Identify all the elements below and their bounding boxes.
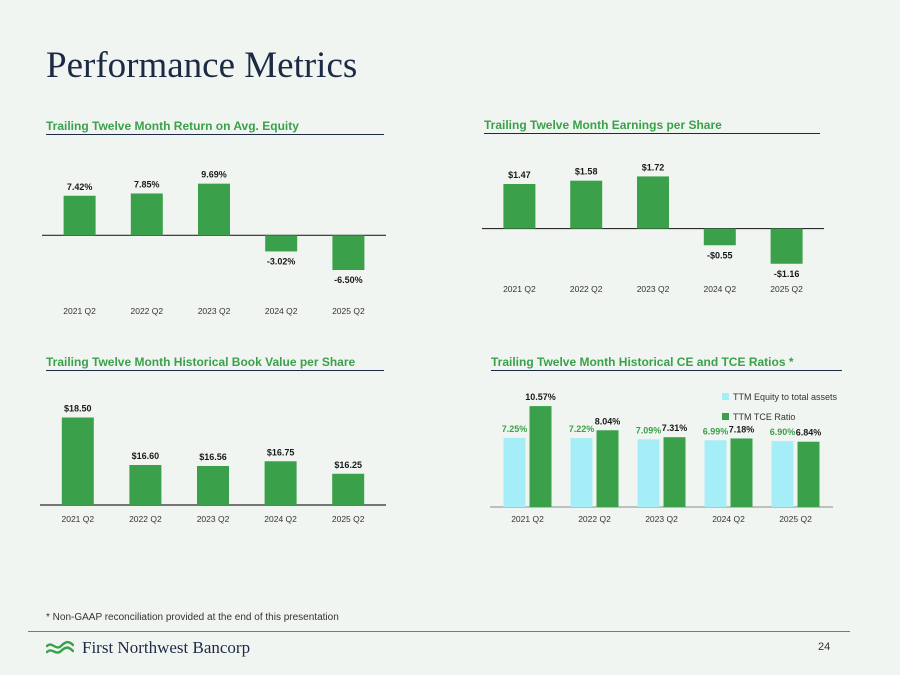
bvps-bar-1 (61, 417, 94, 505)
ratios-bar-s2-3 (663, 437, 686, 507)
ratios-bar-s2-5 (797, 441, 820, 507)
roe-data-label-5: -6.50% (334, 275, 363, 285)
page-title: Performance Metrics (46, 45, 358, 86)
bvps-data-label-4: $16.75 (267, 447, 295, 457)
bvps-data-label-1: $18.50 (64, 404, 92, 414)
ratios-legend-swatch-1 (722, 393, 729, 400)
eps-tick-label-2: 2022 Q2 (570, 284, 603, 294)
eps-chart-title: Trailing Twelve Month Earnings per Share (484, 118, 820, 134)
eps-bar-1 (503, 184, 536, 229)
roe-tick-label-5: 2025 Q2 (332, 306, 365, 316)
ratios-tick-label-5: 2025 Q2 (779, 514, 812, 524)
eps-bar-5 (770, 228, 803, 264)
eps-tick-label-5: 2025 Q2 (770, 284, 803, 294)
roe-tick-label-1: 2021 Q2 (63, 306, 96, 316)
wave-logo-icon (46, 640, 74, 654)
page-number: 24 (818, 641, 831, 653)
bvps-tick-label-1: 2021 Q2 (61, 514, 94, 524)
roe-chart: 7.42% 2021 Q2 7.85% 2022 Q2 9.69% 2023 Q2 -3.0… (42, 170, 386, 316)
bvps-tick-label-3: 2023 Q2 (197, 514, 230, 524)
ratios-bar-s1-4 (704, 440, 727, 507)
bvps-bar-2 (129, 465, 162, 505)
eps-bar-3 (637, 176, 669, 229)
ratios-chart-title: Trailing Twelve Month Historical CE and … (491, 355, 842, 371)
ratios-legend-swatch-2 (722, 413, 729, 420)
bvps-tick-label-2: 2022 Q2 (129, 514, 162, 524)
ratios-data-label-s2-1: 10.57% (525, 392, 556, 402)
ratios-data-label-s1-2: 7.22% (569, 424, 595, 434)
ratios-data-label-s2-2: 8.04% (595, 416, 621, 426)
roe-tick-label-2: 2022 Q2 (130, 306, 163, 316)
bvps-chart: $18.50 2021 Q2 $16.60 2022 Q2 $16.56 2023 Q2 $… (40, 404, 386, 524)
eps-bar-4 (703, 228, 736, 246)
roe-tick-label-3: 2023 Q2 (198, 306, 231, 316)
ratios-data-label-s2-5: 6.84% (796, 428, 822, 438)
ratios-legend-label-1: TTM Equity to total assets (733, 392, 838, 402)
roe-data-label-4: -3.02% (267, 256, 296, 266)
ratios-bar-s1-1 (503, 437, 526, 507)
bvps-bar-3 (197, 466, 229, 505)
ratios-data-label-s1-3: 7.09% (636, 425, 662, 435)
ratios-data-label-s1-1: 7.25% (502, 424, 528, 434)
bvps-tick-label-4: 2024 Q2 (264, 514, 297, 524)
footnote: * Non-GAAP reconciliation provided at th… (46, 612, 339, 623)
roe-tick-label-4: 2024 Q2 (265, 306, 298, 316)
eps-data-label-5: -$1.16 (774, 269, 800, 279)
roe-data-label-2: 7.85% (134, 179, 160, 189)
ratios-data-label-s2-4: 7.18% (729, 424, 755, 434)
roe-bar-5 (332, 235, 365, 270)
eps-tick-label-3: 2023 Q2 (637, 284, 670, 294)
ratios-data-label-s2-3: 7.31% (662, 423, 688, 433)
bvps-chart-title: Trailing Twelve Month Historical Book Va… (46, 355, 384, 371)
eps-data-label-1: $1.47 (508, 170, 531, 180)
roe-data-label-1: 7.42% (67, 182, 93, 192)
bvps-bar-5 (332, 473, 365, 505)
bvps-data-label-2: $16.60 (132, 451, 160, 461)
ratios-bar-s2-1 (529, 406, 552, 507)
ratios-bar-s1-5 (771, 441, 794, 507)
ratios-legend-label-2: TTM TCE Ratio (733, 412, 795, 422)
roe-data-label-3: 9.69% (201, 170, 227, 180)
ratios-tick-label-4: 2024 Q2 (712, 514, 745, 524)
roe-bar-1 (63, 195, 96, 236)
ratios-tick-label-2: 2022 Q2 (578, 514, 611, 524)
eps-bar-2 (570, 180, 603, 229)
ratios-data-label-s1-4: 6.99% (703, 426, 729, 436)
bvps-data-label-5: $16.25 (334, 460, 362, 470)
bvps-tick-label-5: 2025 Q2 (332, 514, 365, 524)
ratios-bar-s1-3 (637, 439, 660, 507)
eps-data-label-2: $1.58 (575, 167, 598, 177)
roe-bar-4 (265, 235, 298, 252)
roe-bar-2 (130, 193, 163, 236)
eps-tick-label-4: 2024 Q2 (703, 284, 736, 294)
bvps-data-label-3: $16.56 (199, 452, 227, 462)
eps-data-label-3: $1.72 (642, 162, 665, 172)
roe-bar-3 (198, 183, 230, 236)
ratios-bar-s1-2 (570, 438, 593, 507)
company-logo: First Northwest Bancorp (46, 638, 250, 658)
ratios-data-label-s1-5: 6.90% (770, 427, 796, 437)
eps-chart: $1.47 2021 Q2 $1.58 2022 Q2 $1.72 2023 Q2 -$0.… (482, 162, 824, 294)
eps-data-label-4: -$0.55 (707, 250, 733, 260)
ratios-tick-label-1: 2021 Q2 (511, 514, 544, 524)
ratios-tick-label-3: 2023 Q2 (645, 514, 678, 524)
eps-tick-label-1: 2021 Q2 (503, 284, 536, 294)
company-name: First Northwest Bancorp (82, 638, 251, 657)
footer-divider (28, 631, 850, 632)
ratios-bar-s2-4 (730, 438, 753, 507)
bvps-bar-4 (264, 461, 297, 505)
ratios-chart: 7.25% 10.57% 2021 Q2 7.22%8.04% 2022 Q2 7.09%… (490, 392, 838, 524)
ratios-bar-s2-2 (596, 430, 619, 507)
roe-chart-title: Trailing Twelve Month Return on Avg. Equ… (46, 119, 384, 135)
